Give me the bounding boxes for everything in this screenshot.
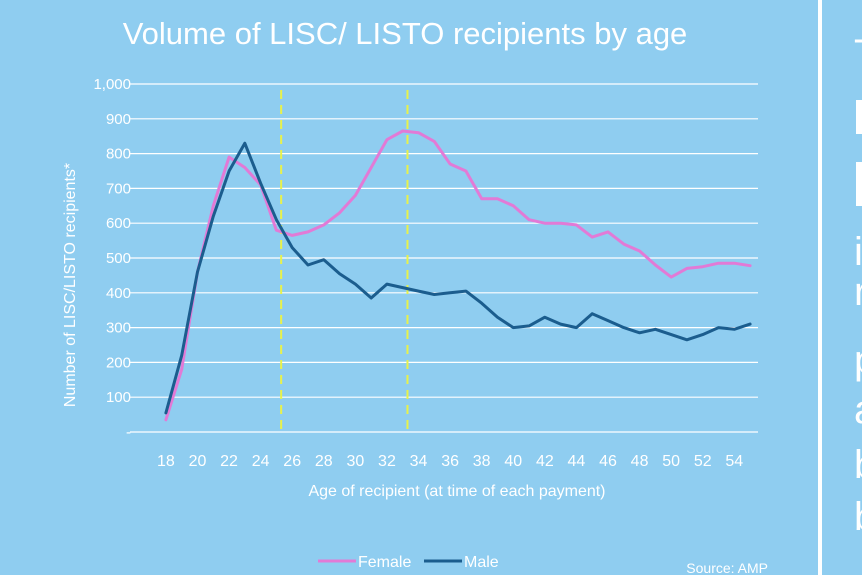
reference-lines bbox=[280, 90, 409, 432]
chart: Volume of LISC/ LISTO recipients by age … bbox=[62, 16, 768, 575]
side-text-fragment: a bbox=[854, 390, 862, 430]
y-tick-label: 500 bbox=[106, 250, 131, 267]
x-tick-label: 24 bbox=[252, 453, 270, 470]
x-tick-label: 30 bbox=[346, 453, 364, 470]
y-tick-label: 300 bbox=[106, 320, 131, 337]
legend-label-male: Male bbox=[464, 554, 499, 571]
x-tick-label: 40 bbox=[504, 453, 522, 470]
x-tick-label: 50 bbox=[662, 453, 680, 470]
y-tick-labels: - 100 200 300 400 500 600 700 800 900 1,000 bbox=[93, 76, 131, 441]
x-tick-label: 20 bbox=[189, 453, 207, 470]
series-lines bbox=[164, 129, 752, 422]
side-text-fragment: i bbox=[854, 232, 862, 272]
side-text-fragment: b bbox=[854, 497, 862, 537]
y-tick-label: 400 bbox=[106, 285, 131, 302]
y-tick-label: 700 bbox=[106, 180, 131, 197]
legend: Female Male bbox=[318, 554, 499, 571]
y-tick-label: 200 bbox=[106, 354, 131, 371]
x-tick-label: 38 bbox=[473, 453, 491, 470]
x-tick-label: 28 bbox=[315, 453, 333, 470]
x-tick-label: 26 bbox=[283, 453, 301, 470]
y-axis-label: Number of LISC/LISTO recipients* bbox=[62, 163, 79, 407]
grid-lines bbox=[130, 83, 758, 433]
x-tick-label: 48 bbox=[631, 453, 649, 470]
x-axis-label: Age of recipient (at time of each paymen… bbox=[308, 483, 605, 500]
x-tick-label: 36 bbox=[441, 453, 459, 470]
series-line-male bbox=[164, 141, 752, 415]
side-block bbox=[856, 162, 862, 206]
series-line-female bbox=[164, 129, 752, 422]
x-tick-label: 46 bbox=[599, 453, 617, 470]
legend-label-female: Female bbox=[358, 554, 411, 571]
x-tick-labels: 18 20 22 24 26 28 30 32 34 36 38 40 42 44 46 48 50 52 54 bbox=[157, 453, 743, 470]
y-tick-label: 800 bbox=[106, 146, 131, 163]
y-tick-label: 900 bbox=[106, 111, 131, 128]
x-tick-label: 32 bbox=[378, 453, 396, 470]
x-tick-label: 18 bbox=[157, 453, 175, 470]
y-tick-label: 1,000 bbox=[93, 76, 131, 93]
x-tick-label: 44 bbox=[568, 453, 586, 470]
x-tick-label: 52 bbox=[694, 453, 712, 470]
side-text-fragment: T bbox=[854, 34, 862, 74]
side-text-fragment: r bbox=[854, 272, 862, 312]
source-note: Source: AMP bbox=[686, 560, 768, 575]
side-block bbox=[856, 100, 862, 134]
side-text-fragment: b bbox=[854, 445, 862, 485]
x-tick-label: 34 bbox=[410, 453, 428, 470]
side-panel: T i r p a b b bbox=[818, 0, 862, 575]
x-tick-label: 54 bbox=[725, 453, 743, 470]
x-tick-label: 22 bbox=[220, 453, 238, 470]
y-tick-label: 100 bbox=[106, 389, 131, 406]
y-tick-label: 600 bbox=[106, 215, 131, 232]
x-tick-label: 42 bbox=[536, 453, 554, 470]
chart-title: Volume of LISC/ LISTO recipients by age bbox=[123, 16, 688, 51]
side-text-fragment: p bbox=[854, 340, 862, 380]
y-tick-label: - bbox=[126, 424, 131, 441]
